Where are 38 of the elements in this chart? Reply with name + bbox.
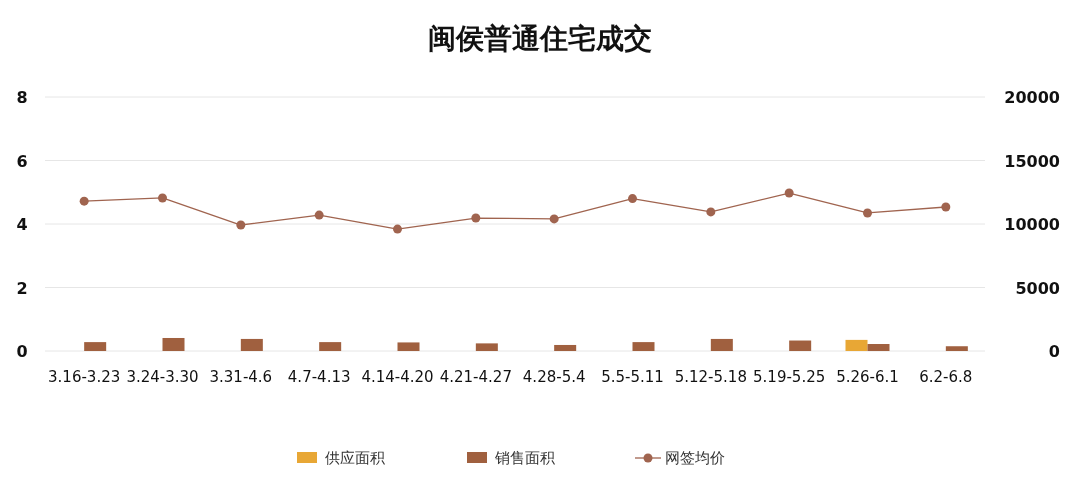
point: [158, 193, 167, 203]
x-tick-label: 5.19-5.25: [753, 368, 826, 386]
point: [549, 214, 559, 224]
y-tick-label: 8: [16, 88, 28, 107]
point: [393, 224, 402, 234]
x-tick-label: 3.16-3.23: [48, 368, 121, 386]
point: [941, 202, 951, 212]
x-tick-label: 4.7-4.13: [287, 368, 351, 386]
y2-tick-label: 0: [1048, 342, 1060, 361]
y-tick-label: 0: [16, 342, 28, 361]
x-tick-label: 5.12-5.18: [674, 368, 747, 386]
y-tick-label: 2: [16, 278, 28, 298]
point: [314, 210, 324, 220]
y-tick-label: 6: [16, 151, 28, 171]
point: [628, 194, 637, 204]
x-tick-label: 5.5-5.11: [601, 368, 664, 386]
point: [79, 196, 89, 206]
x-tick-label: 4.28-5.4: [522, 368, 586, 386]
x-tick-label: 6.2-6.8: [919, 368, 973, 386]
point: [471, 213, 481, 223]
legend-label: 销售面积: [494, 449, 555, 467]
y2-tick-label: 10000: [1004, 215, 1060, 234]
point: [863, 208, 872, 218]
x-tick-label: 4.14-4.20: [361, 368, 434, 386]
x-tick-label: 3.31-4.6: [209, 368, 273, 386]
point: [784, 188, 794, 198]
point: [236, 220, 246, 230]
x-tick-label: 3.24-3.30: [126, 368, 199, 386]
x-tick-label: 4.21-4.27: [439, 368, 512, 386]
legend-label: 网签均价: [665, 449, 725, 467]
y2-tick-label: 5000: [1015, 278, 1060, 298]
y2-tick-label: 20000: [1004, 88, 1060, 107]
legend-label: 供应面积: [325, 449, 385, 467]
y2-tick-label: 15000: [1004, 151, 1060, 171]
chart-title: 闽侯普通住宅成交: [428, 22, 652, 55]
point: [706, 207, 716, 217]
x-tick-label: 5.26-6.1: [836, 368, 899, 386]
y-tick-label: 4: [16, 215, 28, 234]
